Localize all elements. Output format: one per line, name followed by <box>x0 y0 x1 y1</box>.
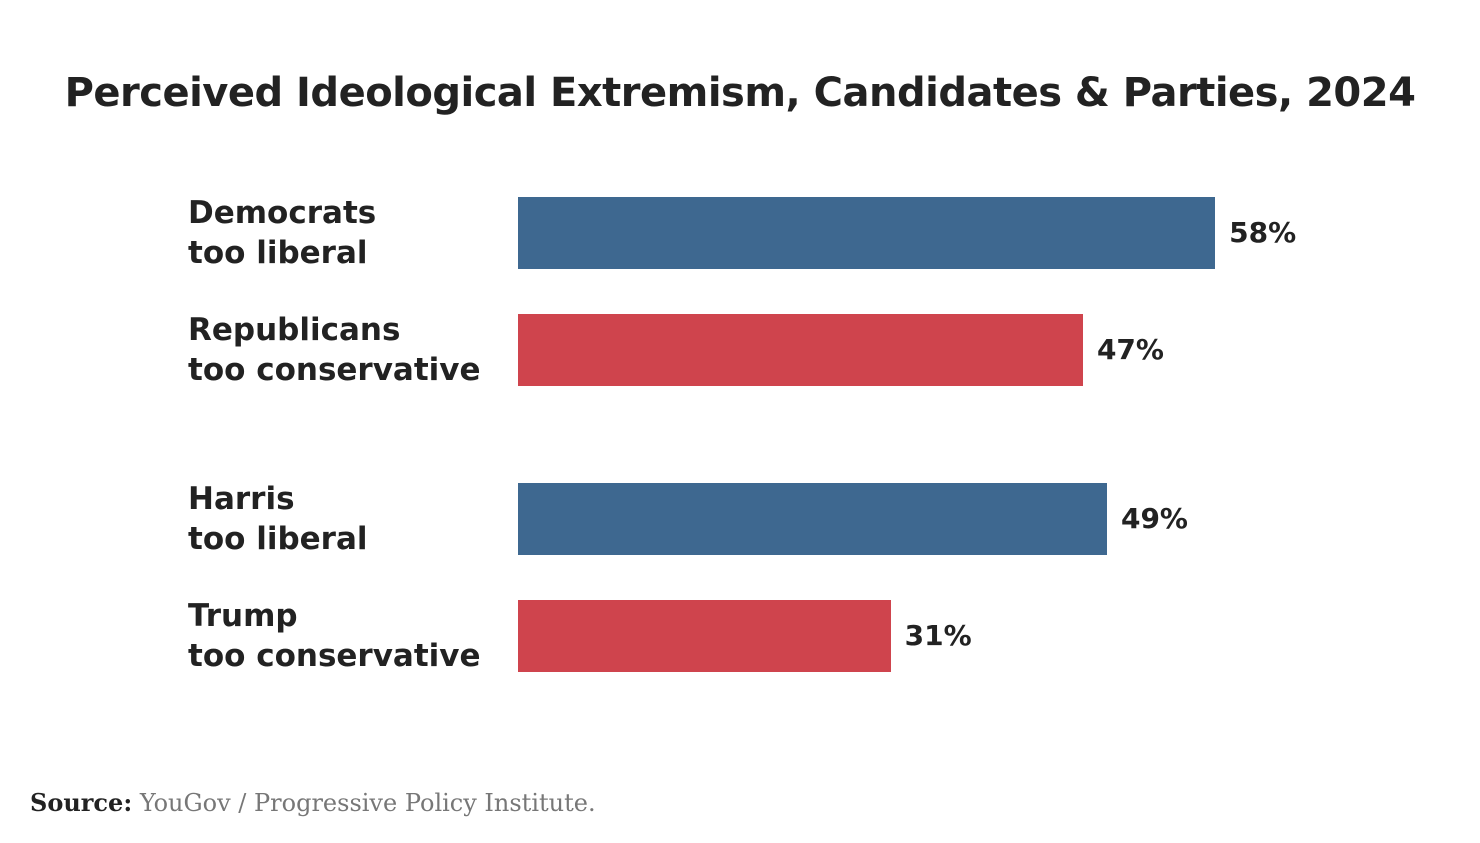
category-label: Democrats too liberal <box>188 193 376 273</box>
category-label: Republicans too conservative <box>188 310 481 390</box>
source-note: Source: YouGov / Progressive Policy Inst… <box>30 788 596 817</box>
value-label: 31% <box>904 619 972 652</box>
category-label-line: Trump <box>188 598 298 634</box>
category-label: Trump too conservative <box>188 596 481 676</box>
source-text: YouGov / Progressive Policy Institute. <box>139 789 596 817</box>
category-label-line: too conservative <box>188 638 481 674</box>
source-label: Source: <box>30 788 133 817</box>
bar <box>518 600 891 672</box>
category-label-line: Democrats <box>188 195 377 231</box>
chart-title: Perceived Ideological Extremism, Candida… <box>64 70 1416 116</box>
bar <box>518 314 1083 386</box>
value-label: 49% <box>1120 502 1188 535</box>
bar <box>518 483 1107 555</box>
category-label-line: too liberal <box>188 235 368 271</box>
category-label: Harris too liberal <box>188 479 368 559</box>
category-label-line: Republicans <box>188 312 401 348</box>
category-label-line: Harris <box>188 481 295 517</box>
value-label: 47% <box>1096 333 1164 366</box>
category-label-line: too liberal <box>188 521 368 557</box>
value-label: 58% <box>1229 216 1297 249</box>
category-label-line: too conservative <box>188 352 481 388</box>
bar <box>518 197 1216 269</box>
